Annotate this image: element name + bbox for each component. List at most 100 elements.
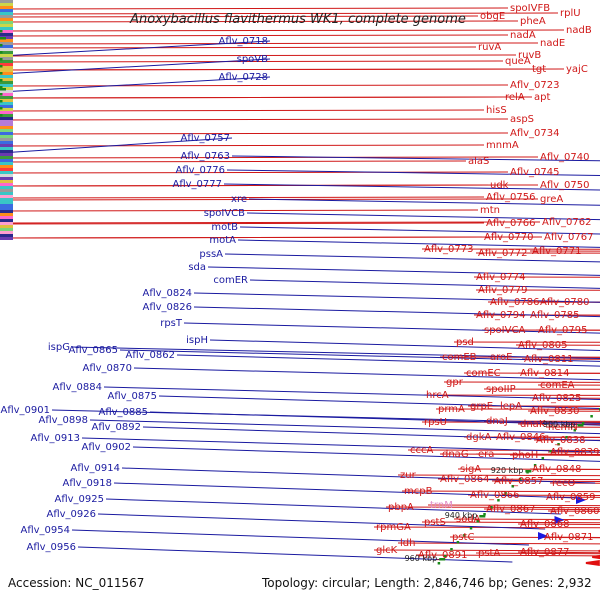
- right-gene-label[interactable]: Aflv_0805: [518, 340, 568, 351]
- left-gene-label[interactable]: Aflv_0901: [0, 405, 50, 416]
- right-gene-label[interactable]: Aflv_0773: [424, 244, 474, 255]
- right-gene-label[interactable]: dnaG: [442, 449, 469, 460]
- left-gene-label[interactable]: ispH: [186, 335, 208, 346]
- left-gene-label[interactable]: Aflv_0885: [98, 407, 148, 418]
- right-gene-label[interactable]: Aflv_0877: [520, 547, 570, 558]
- left-gene-label[interactable]: spoVB: [237, 54, 269, 65]
- right-gene-label[interactable]: pstA: [478, 548, 500, 559]
- right-gene-label[interactable]: Aflv_0774: [476, 272, 526, 283]
- right-gene-label[interactable]: tgt: [532, 64, 546, 75]
- right-gene-label[interactable]: Aflv_0767: [544, 232, 594, 243]
- right-gene-label[interactable]: Aflv_0786: [490, 297, 540, 308]
- right-gene-label[interactable]: aroE: [490, 352, 512, 363]
- left-gene-label[interactable]: Aflv_0914: [70, 463, 120, 474]
- right-gene-label[interactable]: rpsU: [424, 417, 447, 428]
- right-gene-label[interactable]: alaS: [468, 156, 489, 167]
- right-gene-label[interactable]: yajC: [566, 64, 588, 75]
- right-gene-label[interactable]: Aflv_0745: [510, 167, 560, 178]
- right-gene-label[interactable]: psd: [456, 337, 474, 348]
- right-gene-label[interactable]: prmA: [438, 404, 465, 415]
- right-gene-label[interactable]: dnaJ: [486, 416, 508, 427]
- right-gene-label[interactable]: spoIIP: [486, 384, 516, 395]
- left-gene-label[interactable]: motA: [209, 235, 236, 246]
- right-gene-label[interactable]: Aflv_0772: [478, 248, 528, 259]
- right-gene-label[interactable]: mcpB: [404, 486, 433, 497]
- right-gene-label[interactable]: grpE: [470, 401, 493, 412]
- right-gene-label[interactable]: Aflv_0864: [440, 474, 490, 485]
- right-gene-label[interactable]: ldh: [400, 538, 415, 549]
- right-gene-label[interactable]: spoIVCA: [484, 325, 525, 336]
- right-gene-label[interactable]: sodA: [456, 514, 481, 525]
- left-gene-label[interactable]: Aflv_0902: [81, 442, 131, 453]
- right-gene-label[interactable]: Aflv_0785: [530, 310, 580, 321]
- right-gene-label[interactable]: Aflv_0779: [478, 285, 528, 296]
- right-gene-label[interactable]: nadE: [540, 38, 565, 49]
- right-gene-label[interactable]: gpr: [446, 377, 464, 388]
- right-gene-label[interactable]: obgE: [480, 11, 505, 22]
- right-gene-label[interactable]: nadB: [566, 25, 592, 36]
- left-gene-label[interactable]: comER: [213, 275, 248, 286]
- right-gene-label[interactable]: lepA: [500, 401, 522, 412]
- left-gene-label[interactable]: Aflv_0763: [180, 151, 230, 162]
- left-gene-label[interactable]: Aflv_0862: [125, 350, 175, 361]
- left-gene-label[interactable]: pssA: [199, 249, 223, 260]
- left-gene-label[interactable]: Aflv_0777: [172, 179, 222, 190]
- left-gene-label[interactable]: Aflv_0926: [46, 509, 96, 520]
- right-gene-label[interactable]: rpmGA: [376, 522, 411, 533]
- right-gene-label[interactable]: Aflv_0859: [546, 492, 596, 503]
- right-gene-label[interactable]: pbpA: [388, 502, 414, 513]
- right-gene-label[interactable]: comEA: [540, 380, 575, 391]
- right-gene-label[interactable]: Aflv_0838: [536, 435, 586, 446]
- left-gene-label[interactable]: Aflv_0718: [218, 36, 268, 47]
- left-gene-label[interactable]: Aflv_0875: [107, 391, 157, 402]
- right-gene-label[interactable]: Aflv_0867: [486, 504, 536, 515]
- right-gene-label[interactable]: Aflv_0848: [532, 464, 582, 475]
- right-gene-label[interactable]: Aflv_0740: [540, 152, 590, 163]
- left-gene-label[interactable]: sda: [188, 262, 206, 273]
- right-gene-label[interactable]: pstS: [424, 517, 446, 528]
- right-gene-label[interactable]: comEC: [466, 368, 501, 379]
- right-gene-label[interactable]: trnM: [430, 500, 453, 511]
- right-gene-label[interactable]: era: [478, 449, 494, 460]
- right-gene-label[interactable]: Aflv_0770: [484, 232, 534, 243]
- right-gene-label[interactable]: glcK: [376, 545, 398, 556]
- left-gene-label[interactable]: Aflv_0870: [82, 363, 132, 374]
- right-gene-label[interactable]: Aflv_0846: [496, 432, 546, 443]
- right-gene-label[interactable]: Aflv_0857: [494, 476, 544, 487]
- right-gene-label[interactable]: spoIVFB: [510, 3, 550, 14]
- right-gene-label[interactable]: Aflv_0839: [550, 447, 600, 458]
- right-gene-label[interactable]: Aflv_0891: [418, 550, 468, 561]
- right-gene-label[interactable]: sigA: [460, 464, 481, 475]
- right-gene-label[interactable]: aspS: [510, 114, 534, 125]
- left-gene-label[interactable]: rpsT: [160, 318, 183, 329]
- right-gene-label[interactable]: Aflv_0750: [540, 180, 590, 191]
- right-gene-label[interactable]: pstC: [452, 532, 474, 543]
- right-gene-label[interactable]: Aflv_0814: [520, 368, 570, 379]
- right-gene-label[interactable]: queA: [505, 56, 531, 67]
- left-gene-label[interactable]: Aflv_0956: [26, 542, 76, 553]
- right-gene-label[interactable]: recO: [552, 478, 576, 489]
- left-gene-label[interactable]: Aflv_0884: [52, 382, 102, 393]
- left-gene-label[interactable]: Aflv_0824: [142, 288, 192, 299]
- left-gene-label[interactable]: xre: [231, 194, 247, 205]
- left-gene-label[interactable]: Aflv_0918: [62, 478, 112, 489]
- right-gene-label[interactable]: dnaK: [520, 419, 546, 430]
- right-gene-label[interactable]: Aflv_0866: [470, 490, 520, 501]
- right-gene-label[interactable]: mnmA: [486, 140, 519, 151]
- right-gene-label[interactable]: Aflv_0780: [540, 297, 590, 308]
- right-gene-label[interactable]: ruvB: [518, 50, 541, 61]
- right-gene-label[interactable]: Aflv_0794: [476, 310, 526, 321]
- right-gene-label[interactable]: Aflv_0825: [532, 393, 582, 404]
- right-gene-label[interactable]: Aflv_0830: [530, 406, 580, 417]
- right-gene-label[interactable]: hisS: [486, 105, 507, 116]
- left-gene-label[interactable]: Aflv_0865: [68, 345, 118, 356]
- left-gene-label[interactable]: Aflv_0757: [180, 133, 230, 144]
- right-gene-label[interactable]: Aflv_0734: [510, 128, 560, 139]
- right-gene-label[interactable]: Aflv_0795: [538, 325, 588, 336]
- right-gene-label[interactable]: udk: [490, 180, 509, 191]
- right-gene-label[interactable]: Aflv_0811: [524, 354, 574, 365]
- right-gene-label[interactable]: phoH: [512, 450, 538, 461]
- left-gene-label[interactable]: Aflv_0776: [175, 165, 225, 176]
- right-gene-label[interactable]: Aflv_0756: [486, 192, 536, 203]
- left-gene-label[interactable]: Aflv_0826: [142, 302, 192, 313]
